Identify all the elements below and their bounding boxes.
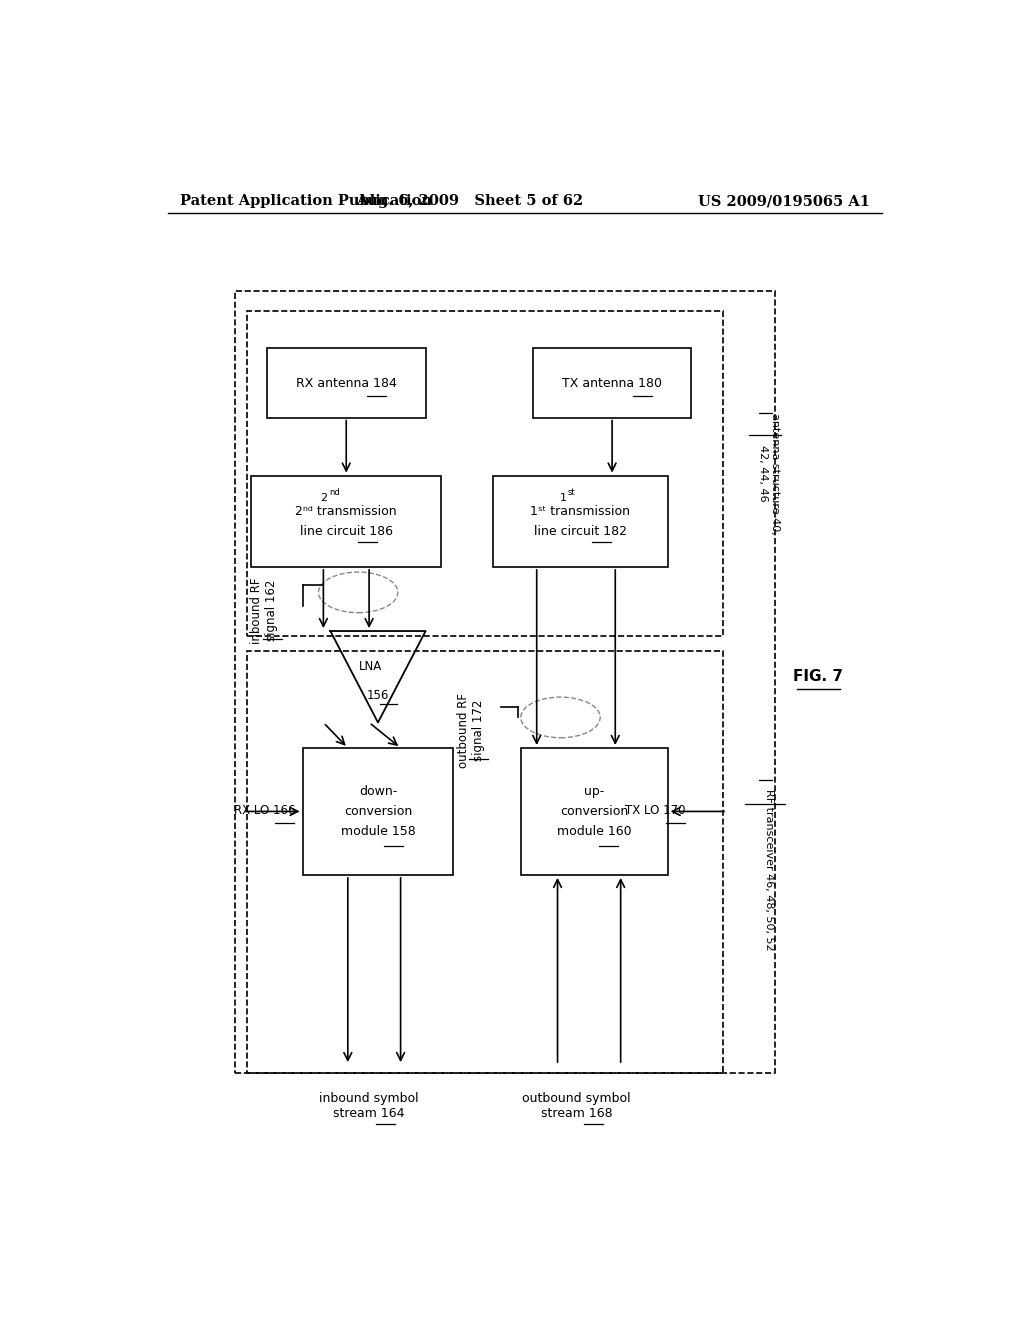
Text: Patent Application Publication: Patent Application Publication	[179, 194, 431, 209]
Bar	[532, 348, 691, 417]
Text: 1ˢᵗ transmission: 1ˢᵗ transmission	[530, 504, 631, 517]
Text: TX LO 170: TX LO 170	[626, 804, 686, 817]
Text: LNA: LNA	[358, 660, 382, 673]
Text: FIG. 7: FIG. 7	[794, 669, 844, 684]
Text: down-: down-	[358, 784, 397, 797]
Bar	[521, 748, 668, 875]
Text: inbound symbol
stream 164: inbound symbol stream 164	[318, 1092, 418, 1119]
Text: 2: 2	[321, 492, 328, 503]
Text: RF transceiver 46, 48, 50, 52: RF transceiver 46, 48, 50, 52	[764, 789, 774, 950]
Text: nd: nd	[329, 488, 340, 496]
Text: line circuit 182: line circuit 182	[534, 525, 627, 539]
Text: conversion: conversion	[344, 805, 412, 818]
Text: 1: 1	[559, 492, 566, 503]
Text: line circuit 186: line circuit 186	[300, 525, 393, 539]
Text: 2ⁿᵈ transmission: 2ⁿᵈ transmission	[296, 504, 397, 517]
Text: outbound RF
signal 172: outbound RF signal 172	[457, 693, 484, 768]
Bar	[247, 310, 723, 636]
Text: module 160: module 160	[557, 825, 632, 838]
Bar	[303, 748, 454, 875]
Bar	[236, 290, 775, 1073]
Text: TX antenna 180: TX antenna 180	[562, 376, 663, 389]
Text: inbound RF
signal 162: inbound RF signal 162	[251, 577, 279, 644]
Text: RX LO 166: RX LO 166	[233, 804, 295, 817]
Bar	[267, 348, 426, 417]
Text: module 158: module 158	[341, 825, 416, 838]
Text: 156: 156	[367, 689, 389, 701]
Text: conversion: conversion	[560, 805, 629, 818]
Text: antenna structure 40,
42, 44, 46: antenna structure 40, 42, 44, 46	[759, 413, 780, 535]
Text: up-: up-	[584, 784, 604, 797]
Text: US 2009/0195065 A1: US 2009/0195065 A1	[698, 194, 870, 209]
Bar	[251, 475, 441, 568]
Text: outbound symbol
stream 168: outbound symbol stream 168	[522, 1092, 631, 1119]
Bar	[247, 651, 723, 1073]
Bar	[494, 475, 668, 568]
Text: Aug. 6, 2009   Sheet 5 of 62: Aug. 6, 2009 Sheet 5 of 62	[355, 194, 583, 209]
Text: st: st	[567, 488, 575, 496]
Text: RX antenna 184: RX antenna 184	[296, 376, 396, 389]
